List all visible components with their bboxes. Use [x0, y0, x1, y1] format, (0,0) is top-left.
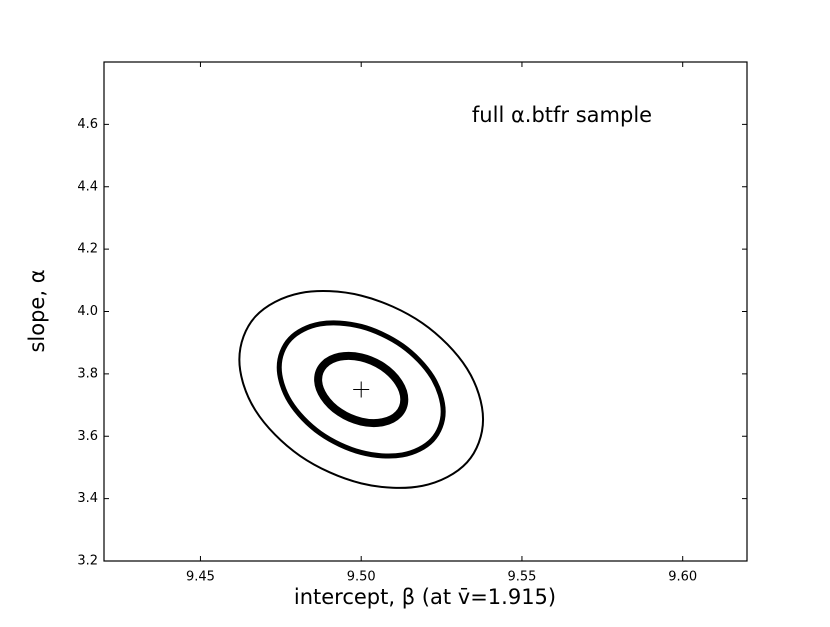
contour: [276, 320, 446, 459]
y-tick-label: 4.4: [77, 179, 98, 194]
y-tick-label: 4.0: [77, 304, 98, 319]
y-tick-label: 3.2: [77, 554, 98, 569]
y-tick-label: 3.6: [77, 429, 98, 444]
annotation: full α.btfr sample: [472, 103, 652, 127]
center-marker: [353, 381, 370, 398]
x-axis-label: intercept, β (at v̄=1.915): [294, 585, 556, 609]
x-tick-label: 9.60: [668, 570, 697, 585]
y-tick-label: 3.4: [77, 491, 98, 506]
plot-frame: [103, 61, 748, 562]
y-axis-label: slope, α: [25, 269, 49, 352]
x-tick-label: 9.55: [507, 570, 536, 585]
x-tick-label: 9.50: [347, 570, 376, 585]
y-tick-label: 4.6: [77, 117, 98, 132]
contour: [238, 290, 485, 489]
y-tick-label: 4.2: [77, 242, 98, 257]
x-tick-label: 9.45: [186, 570, 215, 585]
contour: [314, 351, 409, 428]
y-tick-label: 3.8: [77, 366, 98, 381]
